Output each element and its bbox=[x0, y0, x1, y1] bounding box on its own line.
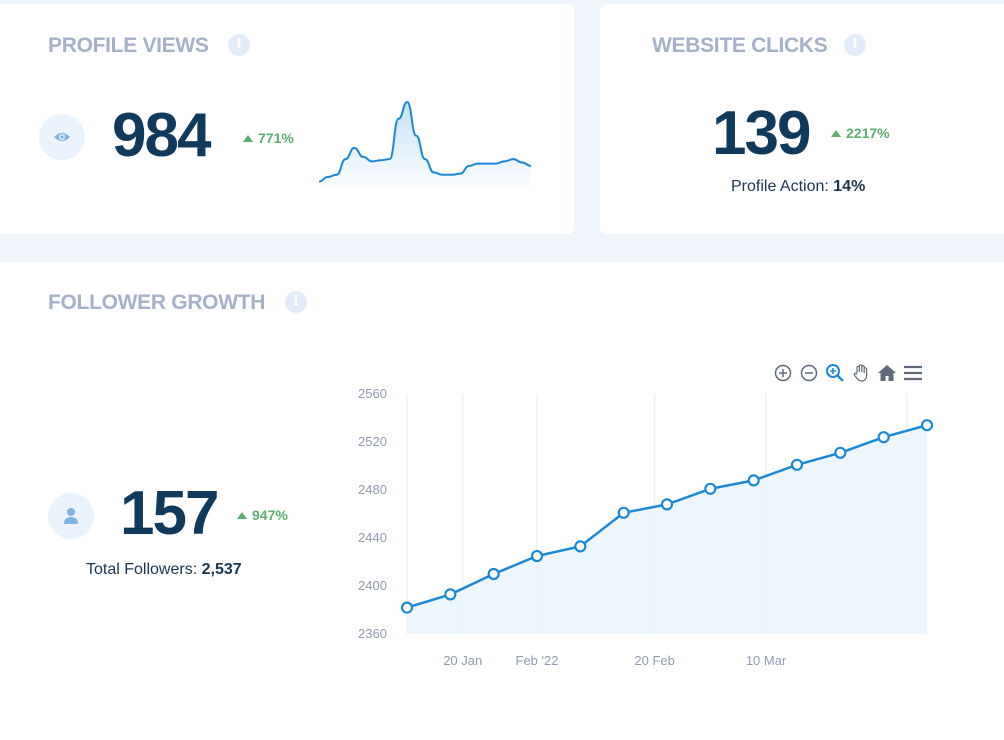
x-tick-label: Feb '22 bbox=[516, 653, 559, 668]
data-point[interactable] bbox=[920, 419, 934, 432]
sparkline-line bbox=[318, 100, 532, 183]
eye-icon bbox=[39, 114, 85, 160]
x-tick-label: 20 Jan bbox=[443, 653, 482, 668]
follower-growth-delta-value: 947% bbox=[252, 507, 288, 523]
up-arrow-icon bbox=[243, 134, 253, 142]
website-clicks-delta-value: 2217% bbox=[846, 125, 890, 141]
chart-toolbar bbox=[772, 362, 924, 384]
data-point[interactable] bbox=[574, 540, 587, 553]
x-tick-label: 10 Mar bbox=[746, 653, 787, 668]
total-followers-line: Total Followers: 2,537 bbox=[86, 561, 242, 579]
profile-views-title: PROFILE VIEWS bbox=[48, 34, 209, 57]
user-icon bbox=[48, 493, 94, 539]
data-point[interactable] bbox=[834, 446, 847, 459]
profile-action-line: Profile Action: 14% bbox=[731, 178, 865, 196]
website-clicks-delta: 2217% bbox=[831, 125, 890, 141]
data-point[interactable] bbox=[704, 482, 717, 495]
follower-growth-title: FOLLOWER GROWTH bbox=[48, 291, 266, 314]
profile-views-delta-value: 771% bbox=[258, 130, 294, 146]
info-icon[interactable]: i bbox=[844, 34, 866, 56]
data-point[interactable] bbox=[660, 498, 674, 511]
pan-hand-icon[interactable] bbox=[850, 362, 872, 384]
y-tick-label: 2480 bbox=[358, 482, 387, 497]
y-tick-label: 2520 bbox=[358, 434, 387, 449]
zoom-out-icon[interactable] bbox=[798, 362, 820, 384]
series-area bbox=[407, 425, 927, 634]
data-point[interactable] bbox=[747, 474, 760, 487]
profile-action-value: 14% bbox=[833, 178, 866, 195]
follower-growth-delta: 947% bbox=[237, 507, 288, 523]
data-point[interactable] bbox=[790, 458, 804, 471]
data-point[interactable] bbox=[617, 506, 630, 519]
sparkline-area bbox=[319, 102, 531, 186]
profile-action-label: Profile Action: bbox=[731, 178, 829, 195]
x-tick-label: 20 Feb bbox=[634, 653, 674, 668]
up-arrow-icon bbox=[831, 129, 841, 137]
follower-growth-value: 157 bbox=[120, 479, 219, 548]
data-point[interactable] bbox=[400, 601, 414, 614]
website-clicks-value: 139 bbox=[712, 99, 811, 168]
website-clicks-title: WEBSITE CLICKS bbox=[652, 34, 828, 57]
y-tick-label: 2560 bbox=[358, 386, 387, 401]
data-point[interactable] bbox=[444, 588, 457, 601]
data-point[interactable] bbox=[530, 549, 544, 563]
website-clicks-card: WEBSITE CLICKS i 139 2217% Profile Actio… bbox=[600, 4, 1004, 234]
total-followers-label: Total Followers: bbox=[86, 561, 198, 578]
profile-views-value: 984 bbox=[112, 101, 211, 170]
profile-views-delta: 771% bbox=[243, 130, 294, 146]
y-tick-label: 2360 bbox=[358, 626, 387, 641]
home-icon[interactable] bbox=[876, 362, 898, 384]
menu-icon[interactable] bbox=[902, 362, 924, 384]
follower-growth-card: FOLLOWER GROWTH i 157 947% Total Followe… bbox=[0, 262, 1004, 740]
info-icon[interactable]: i bbox=[285, 291, 307, 313]
data-point[interactable] bbox=[487, 567, 500, 581]
up-arrow-icon bbox=[237, 511, 247, 519]
follower-growth-chart: 20 Jan Feb '22 20 Feb 10 Mar 2560 2520 2480 244… bbox=[358, 386, 934, 668]
profile-views-sparkline bbox=[318, 100, 532, 186]
zoom-select-icon[interactable] bbox=[824, 362, 846, 384]
profile-views-card: PROFILE VIEWS i 984 771% bbox=[0, 4, 574, 234]
total-followers-value: 2,537 bbox=[201, 561, 242, 578]
y-tick-label: 2440 bbox=[358, 530, 387, 545]
zoom-in-icon[interactable] bbox=[772, 362, 794, 384]
info-icon[interactable]: i bbox=[228, 34, 250, 56]
y-tick-label: 2400 bbox=[358, 578, 387, 593]
data-point[interactable] bbox=[877, 431, 890, 444]
